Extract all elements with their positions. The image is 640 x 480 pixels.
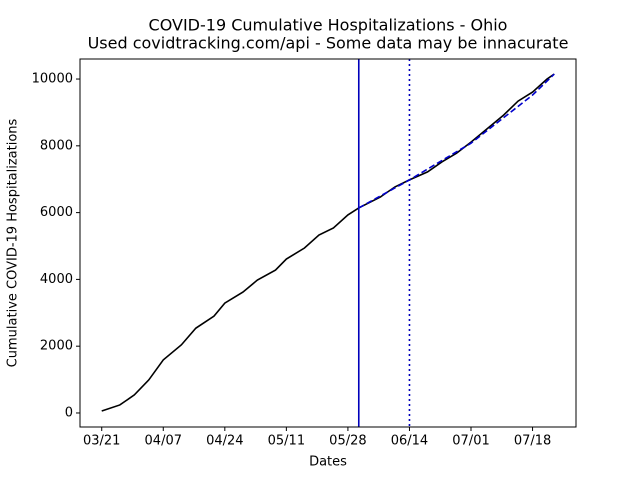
x-tick-label: 04/24 (206, 434, 243, 449)
y-tick-label: 4000 (40, 272, 73, 287)
y-tick-label: 10000 (32, 72, 73, 87)
x-tick-label: 05/11 (268, 434, 305, 449)
data-line (101, 73, 555, 412)
y-tick-label: 8000 (40, 138, 73, 153)
y-tick-label: 2000 (40, 339, 73, 354)
chart-subtitle: Used covidtracking.com/api - Some data m… (88, 34, 569, 53)
x-tick-label: 06/14 (391, 434, 428, 449)
data-line (358, 73, 555, 209)
x-tick-label: 07/01 (452, 434, 489, 449)
y-tick-label: 0 (65, 405, 73, 420)
x-tick-label: 07/18 (514, 434, 551, 449)
x-axis-label: Dates (309, 455, 347, 470)
plot-frame (79, 58, 577, 428)
y-tick-label: 6000 (40, 205, 73, 220)
x-tick-label: 03/21 (83, 434, 120, 449)
y-axis-label: Cumulative COVID-19 Hospitalizations (6, 118, 21, 367)
x-tick-label: 04/07 (145, 434, 182, 449)
chart-title: COVID-19 Cumulative Hospitalizations - O… (149, 16, 508, 35)
x-tick-label: 05/28 (329, 434, 366, 449)
